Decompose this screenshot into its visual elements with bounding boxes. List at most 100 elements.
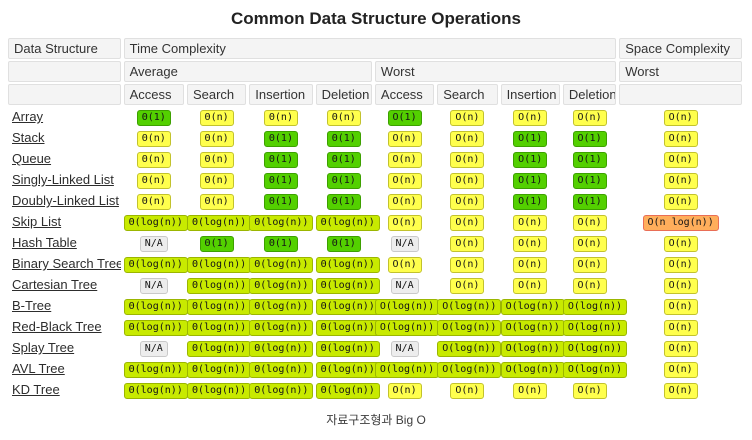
table-row: Splay Tree N/A Θ(log(n)) Θ(log(n)) Θ(log(n))… xyxy=(8,338,742,357)
complexity-cell: Θ(log(n)) xyxy=(123,296,188,315)
complexity-badge: O(n) xyxy=(513,383,548,399)
complexity-badge: Θ(log(n)) xyxy=(315,320,380,336)
complexity-cell: O(log(n)) xyxy=(562,317,628,336)
complexity-cell: O(1) xyxy=(501,149,560,168)
header-worst-insertion: Insertion xyxy=(500,84,560,105)
row-link-avl-tree[interactable]: AVL Tree xyxy=(12,361,65,376)
row-link-queue[interactable]: Queue xyxy=(12,151,52,166)
complexity-badge: O(log(n)) xyxy=(374,362,440,378)
complexity-badge: Θ(n) xyxy=(199,173,234,189)
complexity-cell: Θ(log(n)) xyxy=(249,212,314,231)
complexity-badge: Θ(1) xyxy=(263,173,298,189)
complexity-badge: Θ(1) xyxy=(136,110,171,126)
row-link-doubly-linked-list[interactable]: Doubly-Linked List xyxy=(12,193,119,208)
complexity-badge: Θ(1) xyxy=(263,194,298,210)
header-worst-search: Search xyxy=(437,84,498,105)
complexity-badge: Θ(1) xyxy=(263,152,298,168)
complexity-cell: Θ(log(n)) xyxy=(186,254,252,273)
complexity-cell: Θ(log(n)) xyxy=(123,380,188,399)
complexity-cell: O(n) xyxy=(619,296,742,315)
complexity-cell: O(n) xyxy=(619,275,742,294)
complexity-cell: O(log(n)) xyxy=(437,317,502,336)
complexity-cell: Θ(1) xyxy=(249,191,312,210)
header-avg-access: Access xyxy=(123,84,184,105)
complexity-badge: Θ(log(n)) xyxy=(123,215,188,231)
complexity-badge: Θ(1) xyxy=(263,131,298,147)
complexity-badge: N/A xyxy=(390,278,419,294)
header-worst-access: Access xyxy=(374,84,435,105)
complexity-cell: N/A xyxy=(375,338,434,357)
row-link-singly-linked-list[interactable]: Singly-Linked List xyxy=(12,172,114,187)
complexity-cell: Θ(1) xyxy=(316,191,372,210)
complexity-badge: O(log(n)) xyxy=(500,341,565,357)
complexity-cell: Θ(1) xyxy=(316,149,372,168)
complexity-badge: O(n) xyxy=(663,257,698,273)
row-link-red-black-tree[interactable]: Red-Black Tree xyxy=(12,319,102,334)
complexity-badge: O(n) xyxy=(450,194,485,210)
complexity-cell: O(n log(n)) xyxy=(619,212,742,231)
complexity-badge: O(1) xyxy=(513,152,548,168)
complexity-cell: O(1) xyxy=(563,170,616,189)
row-link-array[interactable]: Array xyxy=(12,109,44,124)
header-avg-insertion: Insertion xyxy=(249,84,313,105)
table-row: Queue Θ(n) Θ(n) Θ(1) Θ(1) O(n) O(n) O(1) O(1) O(n… xyxy=(8,149,742,168)
header-avg-search: Search xyxy=(186,84,247,105)
complexity-badge: Θ(n) xyxy=(326,110,361,126)
row-label-cell: Splay Tree xyxy=(8,338,121,357)
complexity-cell: O(n) xyxy=(375,149,434,168)
complexity-cell: Θ(log(n)) xyxy=(123,212,188,231)
complexity-badge: O(log(n)) xyxy=(562,299,628,315)
complexity-badge: O(n) xyxy=(387,383,422,399)
complexity-badge: N/A xyxy=(390,236,419,252)
row-link-b-tree[interactable]: B-Tree xyxy=(12,298,52,313)
row-link-hash-table[interactable]: Hash Table xyxy=(12,235,77,250)
complexity-badge: Θ(1) xyxy=(326,173,361,189)
complexity-badge: Θ(log(n)) xyxy=(186,299,252,315)
row-label-cell: Hash Table xyxy=(8,233,121,252)
complexity-badge: O(n) xyxy=(513,236,548,252)
complexity-cell: O(n) xyxy=(437,191,497,210)
row-link-binary-search-tree[interactable]: Binary Search Tree xyxy=(12,256,121,271)
row-label-cell: Cartesian Tree xyxy=(8,275,121,294)
header-row-groups: Data Structure Time Complexity Space Com… xyxy=(8,38,742,59)
complexity-cell: Θ(n) xyxy=(249,107,312,126)
complexity-badge: Θ(n) xyxy=(136,131,171,147)
complexity-cell: O(n) xyxy=(375,128,434,147)
row-link-kd-tree[interactable]: KD Tree xyxy=(12,382,60,397)
complexity-cell: O(log(n)) xyxy=(562,296,628,315)
table-row: Hash Table N/A Θ(1) Θ(1) Θ(1) N/A O(n) O(n) O(n)… xyxy=(8,233,742,252)
complexity-badge: O(n) xyxy=(513,215,548,231)
complexity-cell: N/A xyxy=(124,338,184,357)
complexity-cell: Θ(log(n)) xyxy=(186,380,252,399)
complexity-badge: O(n) xyxy=(663,383,698,399)
complexity-badge: O(1) xyxy=(572,152,607,168)
row-link-stack[interactable]: Stack xyxy=(12,130,45,145)
complexity-badge: O(n) xyxy=(572,383,607,399)
complexity-cell: Θ(log(n)) xyxy=(123,254,188,273)
row-label-cell: Skip List xyxy=(8,212,121,231)
row-link-skip-list[interactable]: Skip List xyxy=(12,214,62,229)
complexity-cell: Θ(log(n)) xyxy=(315,296,380,315)
complexity-cell: Θ(n) xyxy=(187,107,246,126)
complexity-cell: O(n) xyxy=(501,107,560,126)
complexity-badge: O(1) xyxy=(513,173,548,189)
complexity-cell: O(n) xyxy=(619,359,742,378)
complexity-badge: O(n) xyxy=(572,236,607,252)
row-link-cartesian-tree[interactable]: Cartesian Tree xyxy=(12,277,98,292)
complexity-cell: O(n) xyxy=(375,212,434,231)
page-title: Common Data Structure Operations xyxy=(231,9,521,28)
complexity-badge: O(n) xyxy=(450,152,485,168)
complexity-cell: O(n) xyxy=(619,338,742,357)
complexity-badge: O(n) xyxy=(387,215,422,231)
complexity-cell: Θ(1) xyxy=(249,170,312,189)
complexity-badge: Θ(log(n)) xyxy=(315,215,380,231)
complexity-badge: Θ(log(n)) xyxy=(315,299,380,315)
row-link-splay-tree[interactable]: Splay Tree xyxy=(12,340,75,355)
complexity-badge: O(n) xyxy=(387,131,422,147)
complexity-badge: O(n) xyxy=(450,131,485,147)
complexity-badge: Θ(1) xyxy=(326,131,361,147)
complexity-cell: Θ(n) xyxy=(124,191,184,210)
complexity-badge: N/A xyxy=(139,278,168,294)
complexity-cell: O(n) xyxy=(437,380,497,399)
header-average: Average xyxy=(123,61,372,82)
